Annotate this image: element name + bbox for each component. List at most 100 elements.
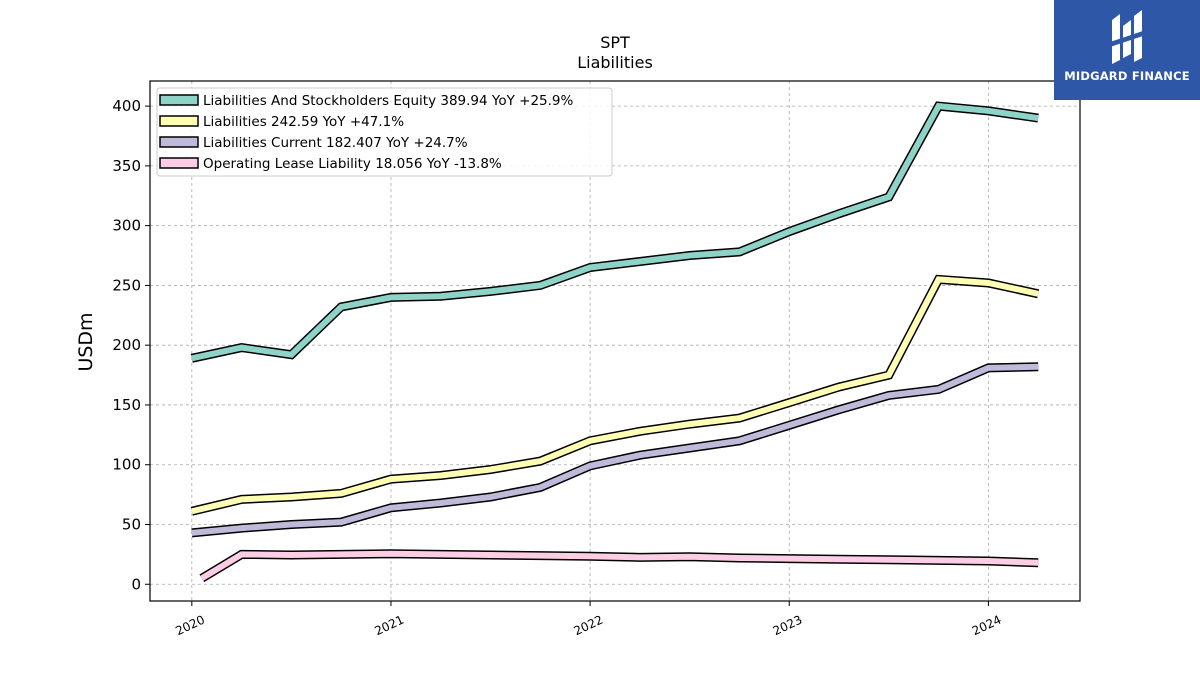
data-point xyxy=(838,409,840,411)
y-tick-label: 300 xyxy=(112,217,141,235)
data-point xyxy=(490,290,492,292)
data-point xyxy=(241,498,243,500)
data-point xyxy=(987,110,989,112)
y-axis-label: USDm xyxy=(75,312,97,371)
data-point xyxy=(1037,366,1039,368)
y-tick-label: 150 xyxy=(112,396,141,414)
data-point xyxy=(888,394,890,396)
data-point xyxy=(440,502,442,504)
x-tick-label: 2021 xyxy=(372,613,406,639)
data-point xyxy=(838,386,840,388)
legend-label: Liabilities And Stockholders Equity 389.… xyxy=(203,93,573,109)
data-point xyxy=(241,553,243,555)
data-point xyxy=(938,105,940,107)
data-point xyxy=(987,560,989,562)
legend-label: Operating Lease Liability 18.056 YoY -13… xyxy=(203,156,502,172)
data-point xyxy=(290,496,292,498)
data-point xyxy=(987,282,989,284)
brand-logo: MIDGARD FINANCE xyxy=(1054,0,1200,100)
data-point xyxy=(689,556,691,558)
data-point xyxy=(639,261,641,263)
chart-subtitle: Liabilities xyxy=(577,53,653,72)
data-point xyxy=(838,558,840,560)
data-point xyxy=(490,496,492,498)
data-point xyxy=(340,306,342,308)
legend-swatch xyxy=(159,136,199,148)
series-line-1 xyxy=(191,102,1039,362)
legend-label: Liabilities 242.59 YoY +47.1% xyxy=(203,114,404,130)
data-point xyxy=(639,430,641,432)
y-tick-label: 200 xyxy=(112,336,141,354)
data-point xyxy=(490,469,492,471)
data-point xyxy=(191,532,193,534)
data-point xyxy=(938,278,940,280)
series-line-4 xyxy=(200,550,1039,581)
data-point xyxy=(241,527,243,529)
data-point xyxy=(589,266,591,268)
data-point xyxy=(390,296,392,298)
data-point xyxy=(788,402,790,404)
y-tick-label: 250 xyxy=(112,276,141,294)
data-point xyxy=(440,474,442,476)
legend-box xyxy=(156,87,613,177)
data-point xyxy=(938,559,940,561)
x-tick-label: 2023 xyxy=(771,613,805,639)
data-point xyxy=(201,577,203,579)
legend: Liabilities And Stockholders Equity 389.… xyxy=(156,87,613,177)
data-point xyxy=(788,231,790,233)
midgard-logo-icon xyxy=(1110,10,1146,64)
data-point xyxy=(987,367,989,369)
y-tick-label: 400 xyxy=(112,97,141,115)
y-tick-label: 100 xyxy=(112,456,141,474)
data-point xyxy=(589,555,591,557)
data-point xyxy=(689,255,691,257)
data-point xyxy=(738,440,740,442)
data-point xyxy=(490,554,492,556)
data-point xyxy=(390,507,392,509)
series-lines xyxy=(190,101,1040,583)
data-point xyxy=(1037,293,1039,295)
brand-logo-text: MIDGARD FINANCE xyxy=(1064,69,1190,83)
data-point xyxy=(340,492,342,494)
data-point xyxy=(1037,562,1039,564)
data-point xyxy=(689,447,691,449)
data-point xyxy=(888,374,890,376)
data-point xyxy=(340,521,342,523)
data-point xyxy=(390,478,392,480)
data-point xyxy=(241,347,243,349)
data-point xyxy=(191,510,193,512)
legend-swatch xyxy=(159,115,199,127)
data-point xyxy=(539,486,541,488)
data-point xyxy=(888,559,890,561)
data-point xyxy=(290,523,292,525)
data-point xyxy=(738,557,740,559)
data-point xyxy=(290,554,292,556)
data-point xyxy=(440,295,442,297)
legend-swatch xyxy=(159,157,199,169)
chart-title: SPT xyxy=(600,33,630,52)
data-point xyxy=(788,424,790,426)
data-point xyxy=(639,454,641,456)
data-point xyxy=(888,196,890,198)
data-point xyxy=(589,465,591,467)
y-tick-label: 0 xyxy=(131,575,141,593)
x-tick-label: 2022 xyxy=(572,613,606,639)
data-point xyxy=(290,354,292,356)
data-point xyxy=(440,553,442,555)
y-tick-label: 350 xyxy=(112,157,141,175)
grid-lines xyxy=(150,81,1080,601)
data-point xyxy=(838,213,840,215)
data-point xyxy=(589,440,591,442)
data-point xyxy=(1037,117,1039,119)
x-tick-label: 2020 xyxy=(173,613,207,639)
legend-swatch xyxy=(159,94,199,106)
data-point xyxy=(340,553,342,555)
data-point xyxy=(788,558,790,560)
data-point xyxy=(738,417,740,419)
legend-label: Liabilities Current 182.407 YoY +24.7% xyxy=(203,135,468,151)
data-point xyxy=(539,460,541,462)
data-point xyxy=(539,555,541,557)
plot-area-frame xyxy=(149,80,1081,602)
data-point xyxy=(390,553,392,555)
